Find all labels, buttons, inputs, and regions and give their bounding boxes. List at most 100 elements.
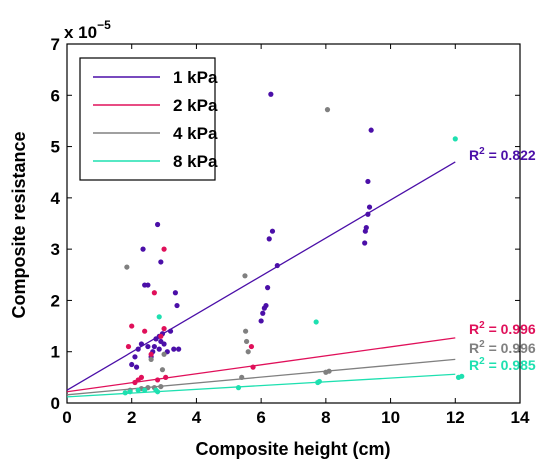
r2-superscript: 2	[479, 320, 485, 331]
data-point	[158, 333, 164, 339]
x-tick-label: 14	[511, 408, 530, 427]
data-point	[368, 127, 374, 133]
data-point	[155, 389, 161, 395]
data-point	[140, 246, 146, 252]
data-point	[161, 326, 167, 332]
data-point	[362, 240, 368, 246]
r2-label-4-kpa: R2 = 0.996	[469, 339, 536, 356]
data-point	[174, 302, 180, 309]
data-point	[148, 351, 154, 357]
data-point	[151, 290, 157, 296]
data-point	[156, 314, 162, 320]
data-point	[142, 328, 148, 334]
legend-label: 2 kPa	[173, 96, 218, 115]
x-tick-label: 8	[321, 408, 330, 427]
data-point	[248, 343, 255, 350]
y-multiplier-exponent: −5	[97, 18, 111, 32]
legend-label: 4 kPa	[173, 124, 218, 143]
data-point	[163, 374, 169, 380]
data-point	[129, 361, 135, 368]
data-point	[326, 368, 332, 374]
y-tick-label: 3	[51, 240, 60, 259]
fit-line-1-kpa	[66, 161, 456, 391]
data-point	[172, 290, 178, 296]
r2-value: = 0.996	[485, 321, 536, 337]
y-tick-label: 4	[51, 189, 61, 208]
y-tick-label: 2	[51, 291, 60, 310]
r2-label-1-kpa: R2 = 0.822	[469, 146, 536, 163]
data-point	[138, 341, 145, 347]
data-point	[124, 264, 130, 270]
data-point	[245, 349, 251, 355]
data-point	[171, 346, 177, 352]
r2-value: = 0.996	[485, 340, 536, 356]
legend-label: 8 kPa	[173, 152, 218, 171]
data-point	[242, 273, 248, 279]
data-point	[452, 136, 458, 142]
data-point	[235, 385, 242, 391]
r2-label-8-kpa: R2 = 0.985	[469, 356, 536, 373]
r2-superscript: 2	[479, 339, 485, 350]
r2-symbol: R	[469, 340, 479, 356]
data-point	[250, 364, 256, 370]
y-multiplier-base: x 10	[64, 23, 97, 42]
legend-label: 1 kPa	[173, 68, 218, 87]
r2-superscript: 2	[479, 356, 485, 367]
r2-value: = 0.985	[485, 357, 536, 373]
y-tick-label: 5	[51, 138, 60, 157]
data-point	[151, 343, 157, 350]
data-point	[135, 387, 141, 393]
data-point	[132, 354, 138, 360]
y-tick-label: 7	[51, 35, 60, 54]
fit-line-2-kpa	[66, 337, 456, 393]
x-tick-label: 6	[256, 408, 265, 427]
data-point	[155, 377, 161, 383]
x-tick-label: 12	[446, 408, 465, 427]
data-point	[260, 310, 266, 316]
r2-symbol: R	[469, 321, 479, 337]
data-point	[161, 351, 167, 357]
data-point	[155, 221, 161, 228]
data-point	[122, 390, 128, 396]
data-point	[158, 259, 164, 265]
data-point	[145, 343, 151, 350]
data-point	[274, 262, 280, 269]
data-point	[459, 373, 465, 379]
r2-symbol: R	[469, 147, 479, 163]
r2-label-2-kpa: R2 = 0.996	[469, 320, 536, 337]
x-tick-label: 4	[192, 408, 202, 427]
data-point	[268, 91, 274, 97]
x-tick-label: 2	[127, 408, 136, 427]
y-tick-label: 1	[51, 343, 60, 362]
y-tick-label: 0	[51, 394, 60, 413]
series-points-1-kpa	[129, 91, 374, 370]
data-point	[159, 367, 166, 373]
data-point	[263, 302, 269, 309]
series-points-2-kpa	[125, 246, 256, 386]
data-point	[313, 319, 319, 325]
y-tick-label: 6	[51, 86, 60, 105]
x-tick-label: 10	[381, 408, 400, 427]
data-point	[324, 107, 331, 113]
data-point	[265, 285, 271, 291]
data-point	[161, 341, 167, 347]
data-point	[158, 383, 164, 390]
y-axis-label: Composite resistance	[9, 131, 29, 318]
data-point	[365, 211, 371, 217]
r2-superscript: 2	[479, 146, 485, 157]
r2-value: = 0.822	[485, 147, 536, 163]
data-point	[127, 389, 133, 395]
data-point	[142, 387, 148, 393]
y-multiplier: x 10−5	[64, 18, 111, 42]
plot-frame	[66, 43, 521, 404]
data-point	[129, 323, 135, 329]
data-point	[161, 246, 167, 252]
data-point	[148, 356, 154, 363]
data-point	[176, 346, 182, 352]
data-point	[138, 374, 145, 380]
data-point	[167, 328, 174, 334]
data-point	[133, 364, 140, 370]
data-point	[156, 346, 162, 352]
data-point	[243, 328, 249, 334]
